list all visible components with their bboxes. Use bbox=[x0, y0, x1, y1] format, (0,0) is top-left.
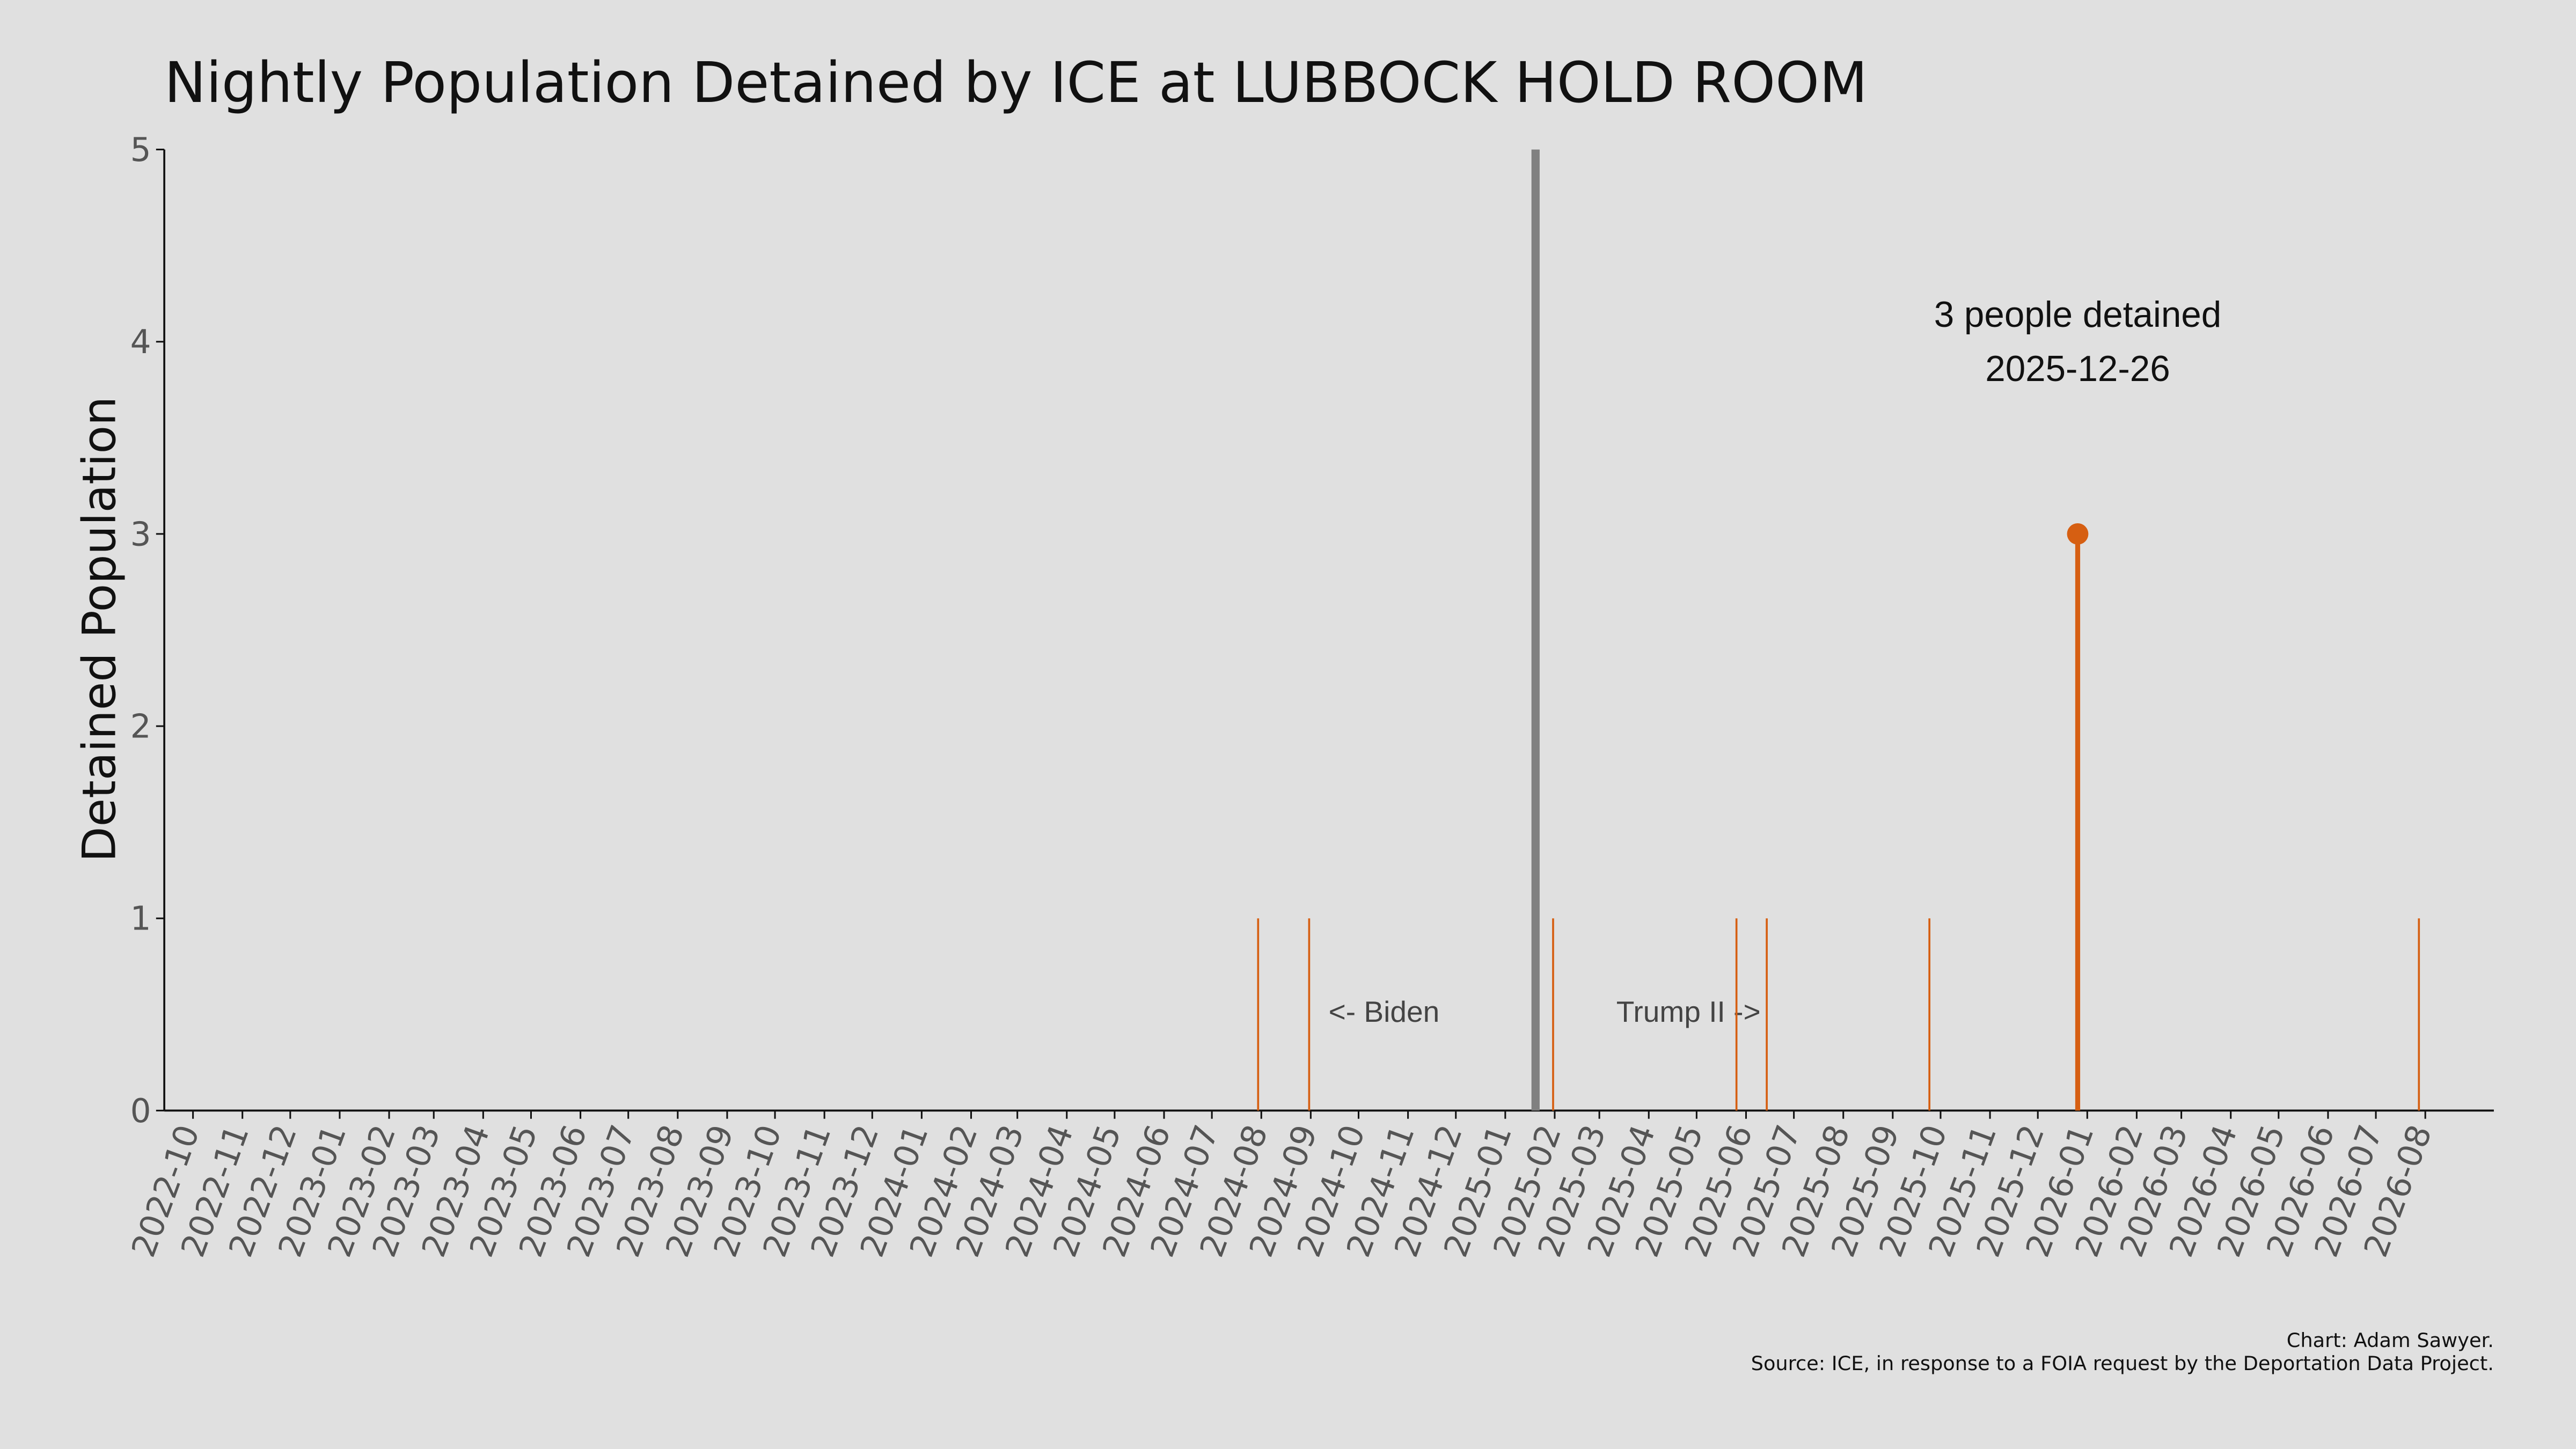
chart-title: Nightly Population Detained by ICE at LU… bbox=[164, 50, 1868, 115]
peak-annotation: 2025-12-26 bbox=[1985, 349, 2170, 389]
y-tick-label: 3 bbox=[130, 515, 151, 553]
credit: Chart: Adam Sawyer. bbox=[2287, 1329, 2494, 1352]
peak-marker bbox=[2067, 523, 2089, 545]
y-tick-label: 0 bbox=[130, 1092, 151, 1130]
y-tick-label: 4 bbox=[130, 323, 151, 361]
credit: Source: ICE, in response to a FOIA reque… bbox=[1751, 1352, 2494, 1375]
y-axis-label: Detained Population bbox=[72, 397, 126, 862]
annotation: Trump II -> bbox=[1616, 995, 1761, 1028]
annotation: <- Biden bbox=[1329, 995, 1440, 1028]
y-tick-label: 5 bbox=[130, 131, 151, 169]
y-tick-label: 1 bbox=[130, 900, 151, 938]
y-tick-label: 2 bbox=[130, 707, 151, 745]
peak-annotation: 3 people detained bbox=[1934, 295, 2221, 335]
